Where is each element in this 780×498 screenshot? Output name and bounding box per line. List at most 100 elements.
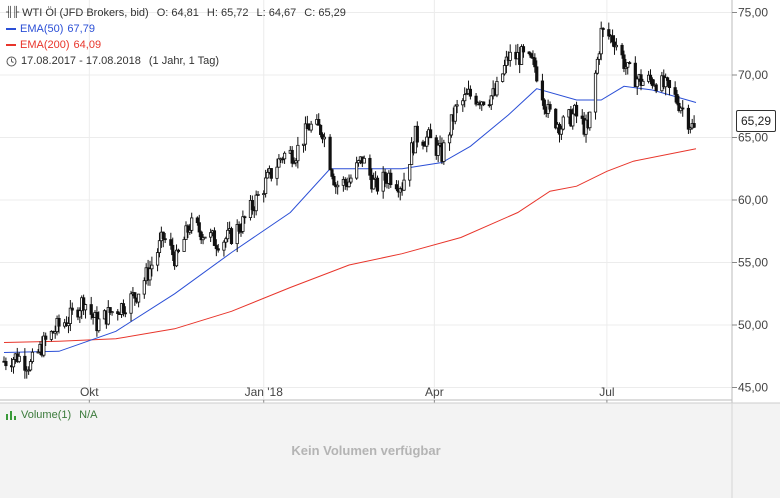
ema200-value: 64,09 xyxy=(73,39,102,51)
clock-icon xyxy=(6,56,17,66)
candle-body xyxy=(633,62,637,88)
candle-body xyxy=(123,312,127,315)
axes: 45,00 50,00 55,00 60,00 65,00 70,00 75,00 Okt Ja… xyxy=(0,0,768,405)
candle-body xyxy=(635,78,639,88)
candle-body xyxy=(626,62,630,68)
candle-body xyxy=(190,217,194,231)
candle-body xyxy=(665,77,670,81)
candle-body xyxy=(415,125,419,143)
candle-body xyxy=(664,77,668,88)
candle-body xyxy=(624,66,628,69)
ema50-value: 67,79 xyxy=(67,23,95,35)
candle-body xyxy=(108,307,112,314)
no-volume-message: Kein Volumen verfügbar xyxy=(291,443,441,458)
candle-body xyxy=(332,176,336,186)
candle-body xyxy=(548,104,552,110)
candle-body xyxy=(275,166,279,179)
candle-body xyxy=(463,94,467,102)
candle-body xyxy=(447,134,452,144)
candle-body xyxy=(554,108,558,129)
candle-body xyxy=(336,184,340,188)
candle-body xyxy=(559,128,563,135)
candle-body xyxy=(235,224,239,245)
candle-body xyxy=(349,177,353,183)
grid-lines xyxy=(0,0,732,400)
candle-body xyxy=(169,239,173,246)
candlestick-icon: ╢╟ xyxy=(6,7,19,18)
candle-body xyxy=(226,229,230,240)
candle-body xyxy=(681,107,685,110)
candle-body xyxy=(540,80,545,101)
candle-body xyxy=(265,171,270,179)
candle-body xyxy=(375,177,380,192)
candle-body xyxy=(421,141,425,146)
candle-body xyxy=(501,73,505,82)
interval-label: (1 Jahr, 1 Tag) xyxy=(148,55,220,67)
candle-body xyxy=(66,323,71,327)
candle-body xyxy=(11,359,16,368)
candle-body xyxy=(533,57,537,68)
x-tick-label: Okt xyxy=(80,385,99,399)
candle-body xyxy=(574,104,579,117)
candle-body xyxy=(453,105,457,122)
y-tick-label: 50,00 xyxy=(738,318,768,332)
candle-body xyxy=(42,335,46,356)
candle-body xyxy=(607,29,611,37)
candle-body xyxy=(328,136,332,171)
high-group: H: 65,72 xyxy=(207,5,249,21)
candle-body xyxy=(667,80,672,88)
candle-body xyxy=(269,168,273,179)
candle-body xyxy=(161,231,165,240)
candle-body xyxy=(468,88,472,97)
ema200-swatch xyxy=(6,44,16,46)
candle-body xyxy=(595,58,600,74)
candle-body xyxy=(148,268,152,281)
candle-body xyxy=(296,144,300,162)
candle-body xyxy=(301,143,306,146)
candle-body xyxy=(110,311,114,314)
candle-body xyxy=(214,245,218,250)
candle-body xyxy=(580,115,584,119)
open-value: 64,81 xyxy=(171,7,199,19)
open-label: O: xyxy=(156,7,169,19)
candle-body xyxy=(68,307,72,324)
candle-body xyxy=(201,237,205,241)
candle-body xyxy=(381,171,385,192)
candle-body xyxy=(171,244,175,256)
close-value: 65,29 xyxy=(318,7,346,19)
candle-body xyxy=(237,224,241,232)
candle-body xyxy=(622,54,626,69)
candle-body xyxy=(319,124,323,135)
candle-body xyxy=(692,123,696,128)
candle-body xyxy=(203,236,207,239)
close-group: C: 65,29 xyxy=(304,5,346,21)
candle-body xyxy=(356,160,361,164)
candle-body xyxy=(157,240,162,253)
candle-body xyxy=(677,102,681,112)
candle-body xyxy=(502,65,507,75)
candle-body xyxy=(442,142,446,162)
candle-body xyxy=(408,164,412,181)
candle-body xyxy=(186,225,190,233)
candlestick-series xyxy=(2,21,696,379)
candle-body xyxy=(174,249,179,267)
candle-body xyxy=(628,62,632,65)
candle-body xyxy=(57,317,61,327)
candle-body xyxy=(620,44,624,56)
candle-body xyxy=(27,369,31,372)
ohlc-row: ╢╟ WTI Öl (JFD Brokers, bid) O: 64,81 H:… xyxy=(6,5,346,21)
ema50-label: EMA(50) xyxy=(20,23,64,35)
ema200-layer xyxy=(3,148,697,343)
candle-body xyxy=(368,157,372,176)
candle-body xyxy=(195,217,199,224)
ema50-swatch xyxy=(6,28,16,30)
candle-body xyxy=(588,111,592,129)
candle-body xyxy=(599,27,603,55)
candle-body xyxy=(292,162,296,165)
close-label: C: xyxy=(304,7,316,19)
candle-body xyxy=(474,95,478,105)
candle-body xyxy=(262,193,266,195)
candle-body xyxy=(455,104,459,107)
candle-body xyxy=(17,355,21,362)
candle-body xyxy=(612,41,617,48)
